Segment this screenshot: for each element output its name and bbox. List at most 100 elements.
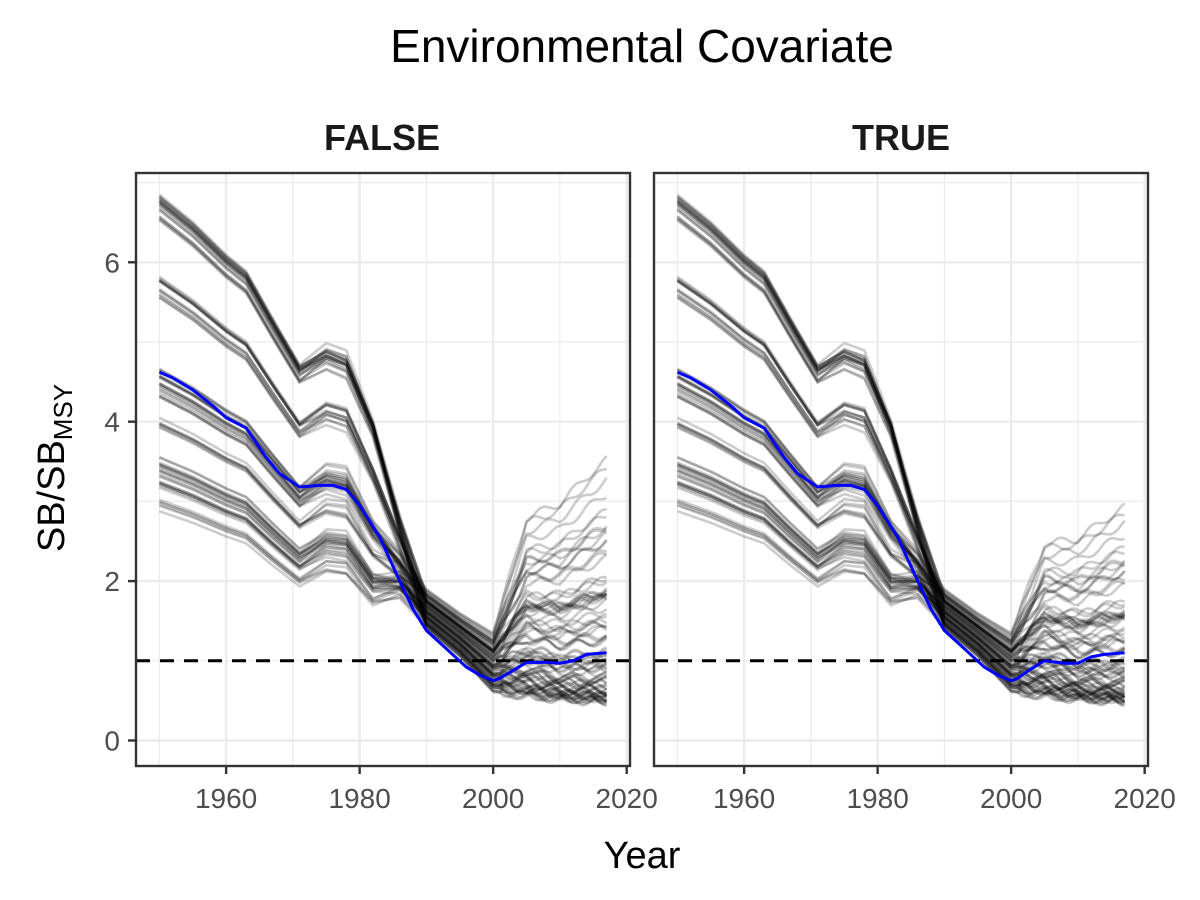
ensemble-line bbox=[676, 469, 1126, 663]
ensemble-line bbox=[158, 293, 608, 656]
ensemble-line bbox=[158, 503, 607, 668]
ensemble-line bbox=[158, 296, 608, 667]
y-axis-label-main: SB/SB bbox=[31, 440, 73, 552]
ensemble-line bbox=[676, 196, 1126, 703]
ensemble-line bbox=[158, 500, 608, 707]
ensemble-line bbox=[158, 464, 608, 662]
ensemble-line bbox=[158, 382, 607, 636]
ensemble-line bbox=[158, 217, 607, 642]
ensemble-line bbox=[158, 472, 608, 663]
y-tick-label: 4 bbox=[104, 407, 120, 438]
ensemble-line bbox=[158, 279, 608, 654]
y-axis-label-subscript: MSY bbox=[48, 384, 78, 440]
ensemble-line bbox=[158, 425, 608, 639]
ensemble-line bbox=[676, 289, 1126, 654]
ensemble-line bbox=[676, 199, 1126, 654]
ensemble-line bbox=[676, 469, 1126, 664]
ensemble-line bbox=[158, 466, 608, 648]
ensemble-line bbox=[676, 421, 1126, 699]
ensemble-line bbox=[676, 200, 1126, 673]
ensemble-line bbox=[676, 463, 1126, 671]
ensemble-line bbox=[158, 474, 608, 644]
ensemble-line bbox=[676, 215, 1126, 676]
ensemble-line bbox=[158, 498, 608, 667]
ensemble-line bbox=[676, 195, 1125, 690]
ensemble-line bbox=[158, 469, 608, 663]
ensemble-line bbox=[676, 462, 1126, 638]
ensemble-line bbox=[158, 215, 608, 646]
ensemble-line bbox=[676, 277, 1125, 651]
ensemble-line bbox=[676, 209, 1125, 653]
ensemble-line bbox=[158, 463, 608, 668]
ensemble-line bbox=[676, 416, 1126, 646]
ensemble-line bbox=[158, 203, 608, 657]
ensemble-line bbox=[676, 480, 1126, 679]
ensemble-line bbox=[158, 280, 608, 684]
ensemble-line bbox=[158, 199, 608, 705]
ensemble-line bbox=[676, 463, 1126, 705]
chart-title: Environmental Covariate bbox=[390, 20, 894, 72]
ensemble-line bbox=[676, 202, 1126, 705]
x-axis-label: Year bbox=[604, 835, 681, 877]
panel-strip-true: TRUE bbox=[852, 117, 950, 158]
ensemble-line bbox=[158, 275, 608, 663]
ensemble-line bbox=[158, 199, 608, 654]
ensemble-line bbox=[158, 426, 608, 691]
ensemble-line bbox=[676, 484, 1126, 706]
ensemble-line bbox=[158, 416, 608, 646]
ensemble-line bbox=[676, 382, 1125, 636]
ensemble-line bbox=[158, 500, 608, 659]
x-tick-label: 1980 bbox=[846, 783, 908, 814]
x-tick-label: 1980 bbox=[328, 783, 390, 814]
ensemble-line bbox=[158, 374, 608, 675]
ensemble-line bbox=[676, 199, 1126, 699]
ensemble-line bbox=[676, 199, 1126, 705]
ensemble-line bbox=[676, 422, 1125, 698]
ensemble-line bbox=[158, 208, 607, 658]
ensemble-line bbox=[158, 482, 608, 653]
ensemble-line bbox=[676, 195, 1126, 692]
ensemble-line bbox=[676, 374, 1126, 680]
ensemble-line bbox=[158, 486, 608, 678]
ensemble-line bbox=[158, 200, 608, 669]
ensemble-line bbox=[676, 423, 1126, 681]
ensemble-line bbox=[158, 196, 608, 703]
panel-border bbox=[652, 171, 1150, 768]
ensemble-line bbox=[158, 468, 608, 703]
x-tick-label: 2020 bbox=[1114, 783, 1176, 814]
ensemble-line bbox=[676, 217, 1125, 642]
ensemble-line bbox=[676, 425, 1125, 639]
ensemble-line bbox=[676, 204, 1125, 644]
ensemble-line bbox=[676, 481, 1125, 696]
ensemble-line bbox=[676, 367, 1126, 647]
ensemble-line bbox=[158, 386, 607, 707]
ensemble-line bbox=[158, 278, 608, 653]
ensemble-line bbox=[158, 423, 608, 651]
ensemble-line bbox=[158, 422, 607, 696]
ensemble-line bbox=[676, 395, 1126, 702]
ensemble-line bbox=[676, 208, 1125, 658]
ensemble-line bbox=[676, 426, 1126, 695]
ensemble-line bbox=[676, 474, 1126, 644]
ensemble-line bbox=[676, 219, 1125, 696]
x-tick-label: 2000 bbox=[462, 783, 524, 814]
ensemble-line bbox=[158, 204, 607, 644]
ensemble-line bbox=[158, 294, 608, 653]
panel-false bbox=[134, 171, 632, 768]
ensemble-line bbox=[676, 215, 1126, 646]
ensemble-line bbox=[676, 482, 1125, 642]
ensemble-line bbox=[676, 293, 1126, 656]
ensemble-line bbox=[158, 202, 608, 705]
ensemble-line bbox=[676, 369, 1126, 636]
ensemble-line bbox=[158, 421, 608, 699]
ensemble-line bbox=[158, 277, 608, 651]
ensemble-line bbox=[676, 296, 1126, 705]
ensemble-line bbox=[158, 206, 607, 707]
y-axis: 0 2 4 6 bbox=[104, 247, 136, 756]
ensemble-line bbox=[676, 287, 1125, 658]
ensemble-line bbox=[676, 466, 1126, 648]
y-tick-label: 0 bbox=[104, 725, 120, 756]
x-axis-true: 1960 1980 2000 2020 bbox=[713, 766, 1176, 814]
ensemble-line bbox=[676, 382, 1125, 644]
